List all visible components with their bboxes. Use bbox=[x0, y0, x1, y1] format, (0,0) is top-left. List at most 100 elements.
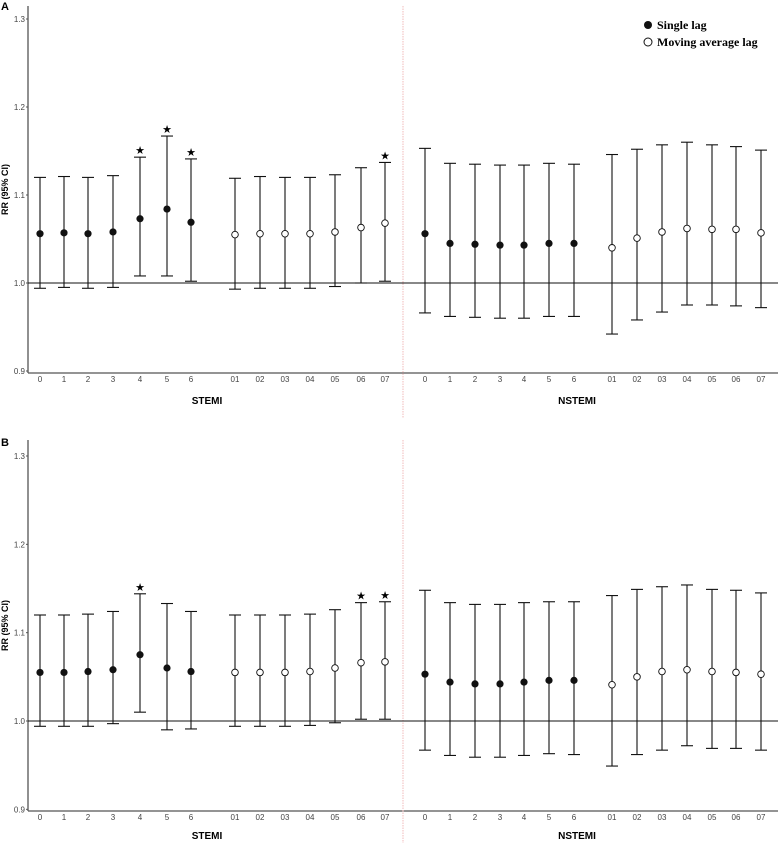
x-tick-label: 1 bbox=[448, 375, 453, 384]
error-bar-point bbox=[681, 141, 693, 306]
open-circle-marker bbox=[683, 224, 691, 233]
filled-circle-marker bbox=[496, 680, 504, 688]
error-bar-point bbox=[107, 610, 119, 725]
x-tick-label: 07 bbox=[757, 375, 766, 384]
x-tick-label: 0 bbox=[423, 375, 428, 384]
error-bar-point bbox=[494, 603, 506, 758]
filled-circle-marker bbox=[109, 228, 117, 236]
y-axis-label: RR (95% CI) bbox=[0, 164, 10, 215]
x-tick-label: 4 bbox=[522, 813, 527, 822]
open-circle-marker bbox=[757, 229, 765, 237]
error-bar-point bbox=[755, 592, 767, 751]
error-bar-point bbox=[329, 174, 341, 288]
filled-circle-marker bbox=[520, 678, 528, 686]
x-tick-label: 5 bbox=[165, 375, 170, 384]
error-bar-point: ★ bbox=[134, 144, 146, 277]
open-circle-marker bbox=[256, 229, 264, 238]
filled-circle-marker bbox=[163, 205, 171, 213]
x-tick-label: 4 bbox=[138, 813, 143, 822]
error-bar-point bbox=[107, 175, 119, 288]
filled-circle-marker bbox=[446, 239, 454, 247]
significance-star-icon: ★ bbox=[135, 581, 145, 594]
error-bar-point bbox=[469, 603, 481, 758]
error-bar-point bbox=[254, 175, 266, 289]
x-tick-label: 04 bbox=[683, 375, 692, 384]
error-bar-point bbox=[229, 614, 241, 727]
x-tick-label: 0 bbox=[38, 375, 43, 384]
legend-moving-average-lag: Moving average lag bbox=[657, 35, 758, 49]
significance-star-icon: ★ bbox=[186, 146, 196, 159]
legend: Single lag Moving average lag bbox=[643, 18, 758, 49]
error-bar-point bbox=[681, 584, 693, 747]
error-bar-point bbox=[444, 602, 456, 757]
error-bar-point bbox=[755, 149, 767, 309]
x-tick-label: 5 bbox=[547, 813, 552, 822]
x-tick-label: 07 bbox=[381, 813, 390, 822]
open-circle-marker bbox=[331, 228, 339, 236]
filled-circle-marker bbox=[60, 668, 68, 677]
significance-star-icon: ★ bbox=[380, 589, 390, 602]
error-bar-point bbox=[34, 176, 46, 289]
open-circle-marker bbox=[357, 223, 365, 232]
error-bar-point bbox=[631, 148, 643, 321]
group-label-stemi: STEMI bbox=[192, 396, 223, 407]
x-tick-label: 03 bbox=[281, 813, 290, 822]
error-bar-point bbox=[185, 610, 197, 730]
filled-circle-marker bbox=[84, 667, 92, 676]
error-bar-point bbox=[631, 588, 643, 756]
y-tick-label: 1.3 bbox=[14, 15, 26, 24]
x-tick-label: 1 bbox=[62, 813, 67, 822]
open-circle-marker bbox=[757, 670, 765, 678]
error-bar-point bbox=[279, 614, 291, 727]
error-bar-point: ★ bbox=[185, 146, 197, 282]
error-bar-point bbox=[706, 144, 718, 306]
filled-circle-marker bbox=[570, 239, 578, 247]
error-bar-point bbox=[304, 613, 316, 726]
error-bar-point bbox=[229, 177, 241, 290]
y-tick-label: 1.0 bbox=[14, 279, 26, 288]
x-tick-label: 01 bbox=[231, 813, 240, 822]
x-tick-label: 02 bbox=[633, 813, 642, 822]
open-circle-marker bbox=[633, 234, 641, 242]
error-bar-point bbox=[656, 144, 668, 313]
y-tick-label: 0.9 bbox=[14, 805, 26, 814]
error-bar-point bbox=[606, 595, 618, 767]
filled-circle-marker bbox=[496, 241, 504, 249]
filled-circle-marker bbox=[109, 666, 117, 674]
filled-circle-marker bbox=[187, 218, 195, 226]
filled-circle-marker bbox=[545, 239, 553, 247]
x-tick-label: 4 bbox=[522, 375, 527, 384]
error-bar-point bbox=[82, 176, 94, 289]
y-tick-label: 1.3 bbox=[14, 452, 26, 461]
filled-circle-marker bbox=[421, 670, 429, 678]
x-tick-label: 07 bbox=[381, 375, 390, 384]
x-tick-label: 03 bbox=[281, 375, 290, 384]
error-bar-point bbox=[355, 167, 367, 284]
open-circle-marker bbox=[231, 668, 239, 677]
x-tick-label: 6 bbox=[189, 375, 194, 384]
x-tick-label: 03 bbox=[658, 813, 667, 822]
filled-circle-marker bbox=[520, 241, 528, 249]
filled-circle-marker bbox=[471, 240, 479, 248]
open-circle-marker bbox=[708, 225, 716, 234]
y-tick-label: 0.9 bbox=[14, 367, 26, 376]
open-circle-marker bbox=[658, 667, 666, 676]
legend-single-lag: Single lag bbox=[657, 18, 707, 32]
filled-circle-marker bbox=[60, 229, 68, 237]
x-tick-label: 2 bbox=[473, 375, 478, 384]
x-tick-label: 04 bbox=[306, 375, 315, 384]
x-tick-label: 02 bbox=[633, 375, 642, 384]
open-circle-marker bbox=[608, 681, 616, 689]
filled-circle-marker bbox=[36, 230, 44, 238]
open-circle-marker bbox=[381, 658, 389, 666]
open-circle-marker bbox=[357, 658, 365, 667]
error-bar-point bbox=[82, 613, 94, 727]
x-tick-label: 2 bbox=[86, 375, 91, 384]
panel-letter: B bbox=[1, 437, 9, 449]
error-bar-point bbox=[606, 153, 618, 335]
open-circle-marker bbox=[658, 228, 666, 236]
x-tick-label: 05 bbox=[331, 375, 340, 384]
error-bar-point bbox=[730, 589, 742, 749]
x-tick-label: 3 bbox=[498, 813, 503, 822]
